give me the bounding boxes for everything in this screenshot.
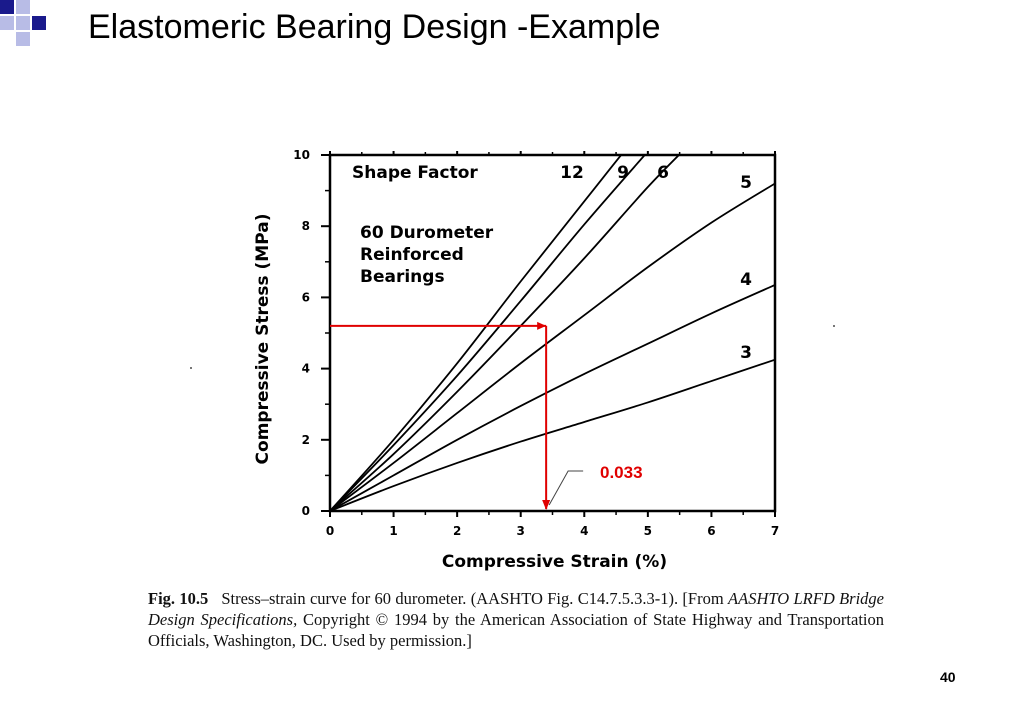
stray-mark (833, 325, 835, 327)
logo-square-light-2 (0, 16, 14, 30)
y-tick-label: 10 (293, 148, 310, 162)
logo-square-dark-1 (0, 0, 14, 14)
chart-annotation: 0.033 (330, 321, 643, 510)
series-label-6: 6 (657, 163, 669, 183)
curve-sf-5 (330, 182, 775, 511)
page-number: 40 (940, 669, 956, 685)
series-label-12: 12 (560, 163, 584, 183)
x-tick-label: 4 (580, 524, 588, 538)
legend-reinforced: Reinforced (360, 245, 464, 265)
annotation-value-label: 0.033 (600, 463, 643, 482)
stray-mark (190, 367, 192, 369)
curve-sf-4 (330, 284, 775, 511)
series-label-3: 3 (740, 343, 752, 363)
x-tick-label: 3 (517, 524, 525, 538)
curve-sf-3 (330, 358, 775, 511)
y-tick-label: 0 (302, 504, 310, 518)
slide-title: Elastomeric Bearing Design -Example (88, 8, 661, 46)
x-tick-label: 5 (644, 524, 652, 538)
x-axis-label: Compressive Strain (%) (442, 552, 667, 572)
y-tick-label: 6 (302, 290, 310, 304)
curve-sf-9 (330, 155, 646, 511)
slide-logo (0, 0, 46, 46)
annotation-arrowhead-right (537, 321, 547, 330)
series-label-5: 5 (740, 173, 752, 193)
y-tick-label: 2 (302, 433, 310, 447)
x-tick-label: 0 (326, 524, 334, 538)
logo-square-light-4 (16, 32, 30, 46)
figure-caption: Fig. 10.5 Stress–strain curve for 60 dur… (148, 588, 884, 651)
y-axis-label: Compressive Stress (MPa) (253, 214, 273, 465)
caption-text-1: Stress–strain curve for 60 durometer. (A… (221, 589, 729, 608)
caption-fig-label: Fig. 10.5 (148, 589, 209, 608)
logo-square-light-3 (16, 16, 30, 30)
chart-axes (321, 151, 777, 517)
x-tick-label: 7 (771, 524, 779, 538)
x-tick-label: 6 (707, 524, 715, 538)
x-tick-label: 1 (389, 524, 397, 538)
caption-text-2: Copyright © 1994 by the American Associa… (148, 610, 884, 650)
x-tick-label: 2 (453, 524, 461, 538)
series-label-9: 9 (617, 163, 629, 183)
y-tick-label: 4 (302, 362, 310, 376)
annotation-leader (548, 470, 584, 506)
legend-durometer: 60 Durometer (360, 223, 494, 243)
legend-shape-factor: Shape Factor (352, 163, 478, 183)
caption-source: AASHTO LRFD Bridge Design Specifications… (148, 589, 884, 629)
annotation-arrowhead-down (542, 500, 551, 510)
logo-square-light-1 (16, 0, 30, 14)
logo-square-dark-2 (32, 16, 46, 30)
y-tick-label: 8 (302, 219, 310, 233)
series-label-4: 4 (740, 270, 752, 290)
legend-bearings: Bearings (360, 267, 445, 287)
plot-frame (328, 153, 777, 513)
curve-sf-12 (330, 155, 623, 511)
chart-curves (330, 155, 775, 511)
